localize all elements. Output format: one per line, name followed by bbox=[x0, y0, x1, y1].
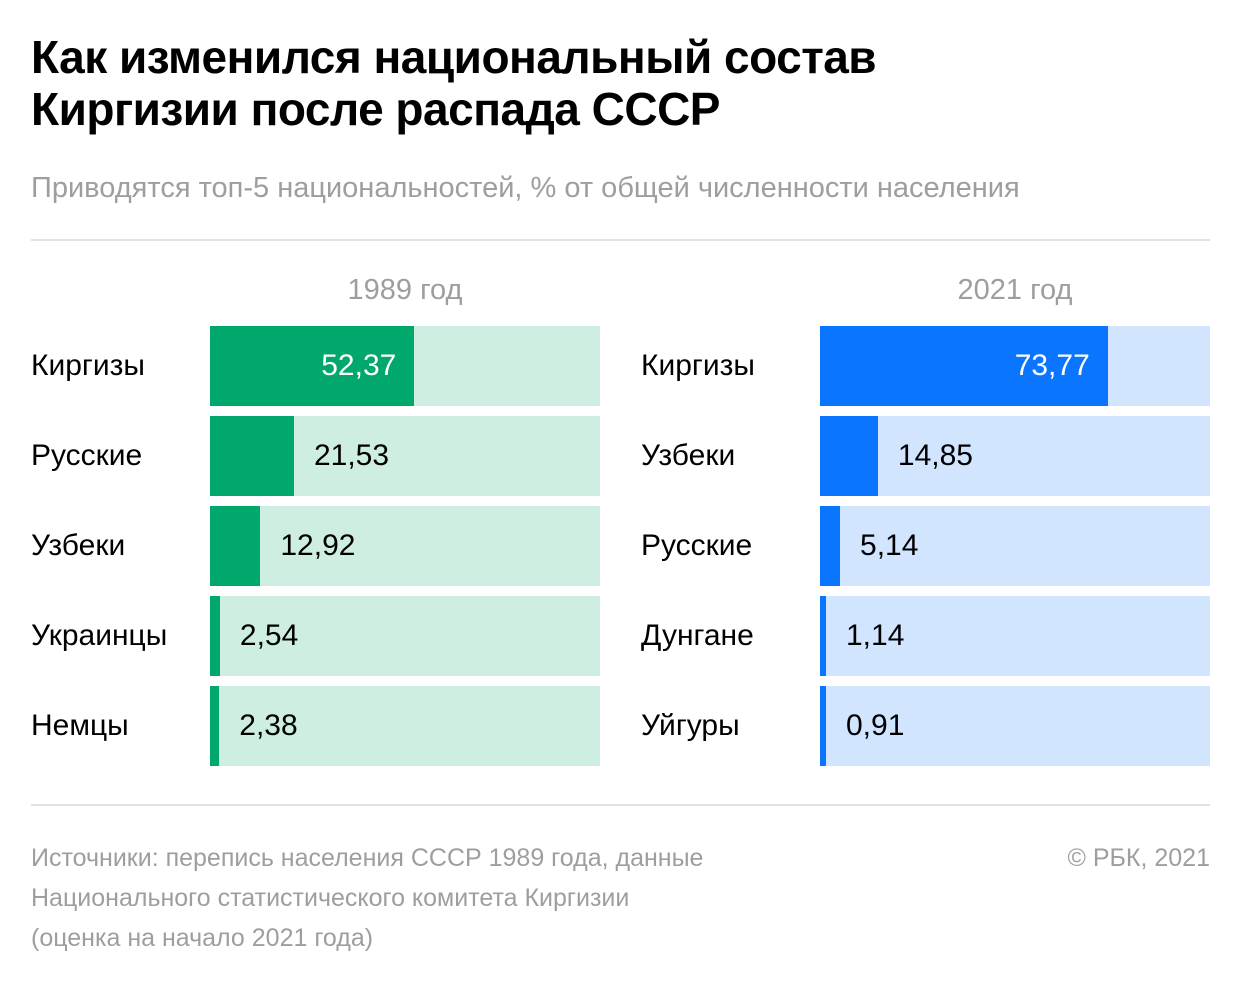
chart-2021-bar bbox=[820, 326, 1108, 406]
chart-1989-row: Немцы 2,38 bbox=[31, 686, 600, 766]
chart-2021-category-label: Узбеки bbox=[641, 439, 736, 472]
chart-2021-row: Киргизы 73,77 bbox=[641, 326, 1210, 406]
chart-2021-title: 2021 год bbox=[957, 274, 1073, 306]
copyright: © РБК, 2021 bbox=[1067, 844, 1210, 872]
chart-2021-bar-track: 14,85 bbox=[820, 416, 1210, 496]
chart-2021-value-label: 14,85 bbox=[897, 439, 973, 472]
chart-2021-bar-track: 5,14 bbox=[820, 506, 1210, 586]
chart-1989-bar bbox=[210, 326, 415, 406]
chart-1989-bar bbox=[210, 506, 261, 586]
bottom-divider bbox=[31, 804, 1210, 806]
chart-1989: 1989 год Киргизы 52,37 Русские 21,53 Узбеки 1… bbox=[31, 270, 600, 770]
chart-2021-bar-track: 0,91 bbox=[820, 686, 1210, 766]
chart-1989-bar-track: 2,38 bbox=[210, 686, 600, 766]
chart-2021-bar bbox=[820, 596, 826, 676]
title-line-2: Киргизии после распада СССР bbox=[31, 83, 720, 135]
chart-2021-value-label: 0,91 bbox=[846, 709, 905, 742]
chart-2021-category-label: Русские bbox=[641, 529, 753, 562]
chart-2021-category-label: Киргизы bbox=[641, 349, 755, 382]
top-divider bbox=[31, 239, 1210, 241]
chart-1989-value-label: 2,54 bbox=[239, 619, 299, 652]
chart-2021-row: Русские 5,14 bbox=[641, 506, 1210, 586]
chart-1989-bar-track: 12,92 bbox=[210, 506, 600, 586]
chart-2021-value-label: 5,14 bbox=[860, 529, 919, 562]
chart-2021-row: Узбеки 14,85 bbox=[641, 416, 1210, 496]
chart-subtitle: Приводятся топ-5 национальностей, % от о… bbox=[31, 172, 1020, 204]
chart-1989-value-label: 2,38 bbox=[239, 709, 298, 742]
chart-2021: 2021 год Киргизы 73,77 Узбеки 14,85 Русские 5… bbox=[641, 270, 1210, 770]
page-title: Как изменился национальный состав Киргиз… bbox=[31, 31, 1211, 135]
chart-2021-category-label: Уйгуры bbox=[641, 709, 740, 742]
source-note: Источники: перепись населения СССР 1989 … bbox=[31, 838, 831, 958]
chart-1989-bar-track: 2,54 bbox=[210, 596, 600, 676]
chart-2021-bar-track: 73,77 bbox=[820, 326, 1210, 406]
chart-2021-bar bbox=[820, 416, 878, 496]
chart-1989-value-label: 52,37 bbox=[321, 349, 397, 382]
source-line-1: Источники: перепись населения СССР 1989 … bbox=[31, 844, 704, 872]
chart-1989-value-label: 21,53 bbox=[313, 439, 390, 472]
source-line-3: (оценка на начало 2021 года) bbox=[31, 924, 374, 952]
chart-1989-category-label: Киргизы bbox=[31, 349, 145, 382]
chart-2021-bar-track: 1,14 bbox=[820, 596, 1210, 676]
chart-2021-row: Уйгуры 0,91 bbox=[641, 686, 1210, 766]
source-line-2: Национального статистического комитета К… bbox=[31, 884, 630, 912]
chart-1989-value-label: 12,92 bbox=[280, 529, 356, 562]
chart-1989-category-label: Узбеки bbox=[31, 529, 126, 562]
chart-2021-value-label: 73,77 bbox=[1014, 349, 1090, 382]
chart-1989-category-label: Немцы bbox=[31, 709, 129, 742]
title-line-1: Как изменился национальный состав bbox=[31, 31, 877, 83]
chart-1989-category-label: Русские bbox=[31, 439, 143, 472]
chart-1989-bar bbox=[210, 416, 294, 496]
chart-1989-title: 1989 год bbox=[347, 274, 463, 306]
chart-2021-category-label: Дунгане bbox=[641, 619, 754, 652]
chart-1989-row: Киргизы 52,37 bbox=[31, 326, 600, 406]
chart-2021-row: Дунгане 1,14 bbox=[641, 596, 1210, 676]
chart-2021-bar bbox=[820, 506, 841, 586]
chart-1989-category-label: Украинцы bbox=[31, 619, 168, 652]
chart-1989-row: Русские 21,53 bbox=[31, 416, 600, 496]
chart-1989-row: Украинцы 2,54 bbox=[31, 596, 600, 676]
chart-1989-bar-track: 21,53 bbox=[210, 416, 600, 496]
chart-2021-value-label: 1,14 bbox=[846, 619, 905, 652]
chart-2021-bar bbox=[820, 686, 826, 766]
chart-1989-bar bbox=[210, 596, 220, 676]
chart-1989-bar-track: 52,37 bbox=[210, 326, 600, 406]
chart-1989-row: Узбеки 12,92 bbox=[31, 506, 600, 586]
chart-1989-bar bbox=[210, 686, 220, 766]
